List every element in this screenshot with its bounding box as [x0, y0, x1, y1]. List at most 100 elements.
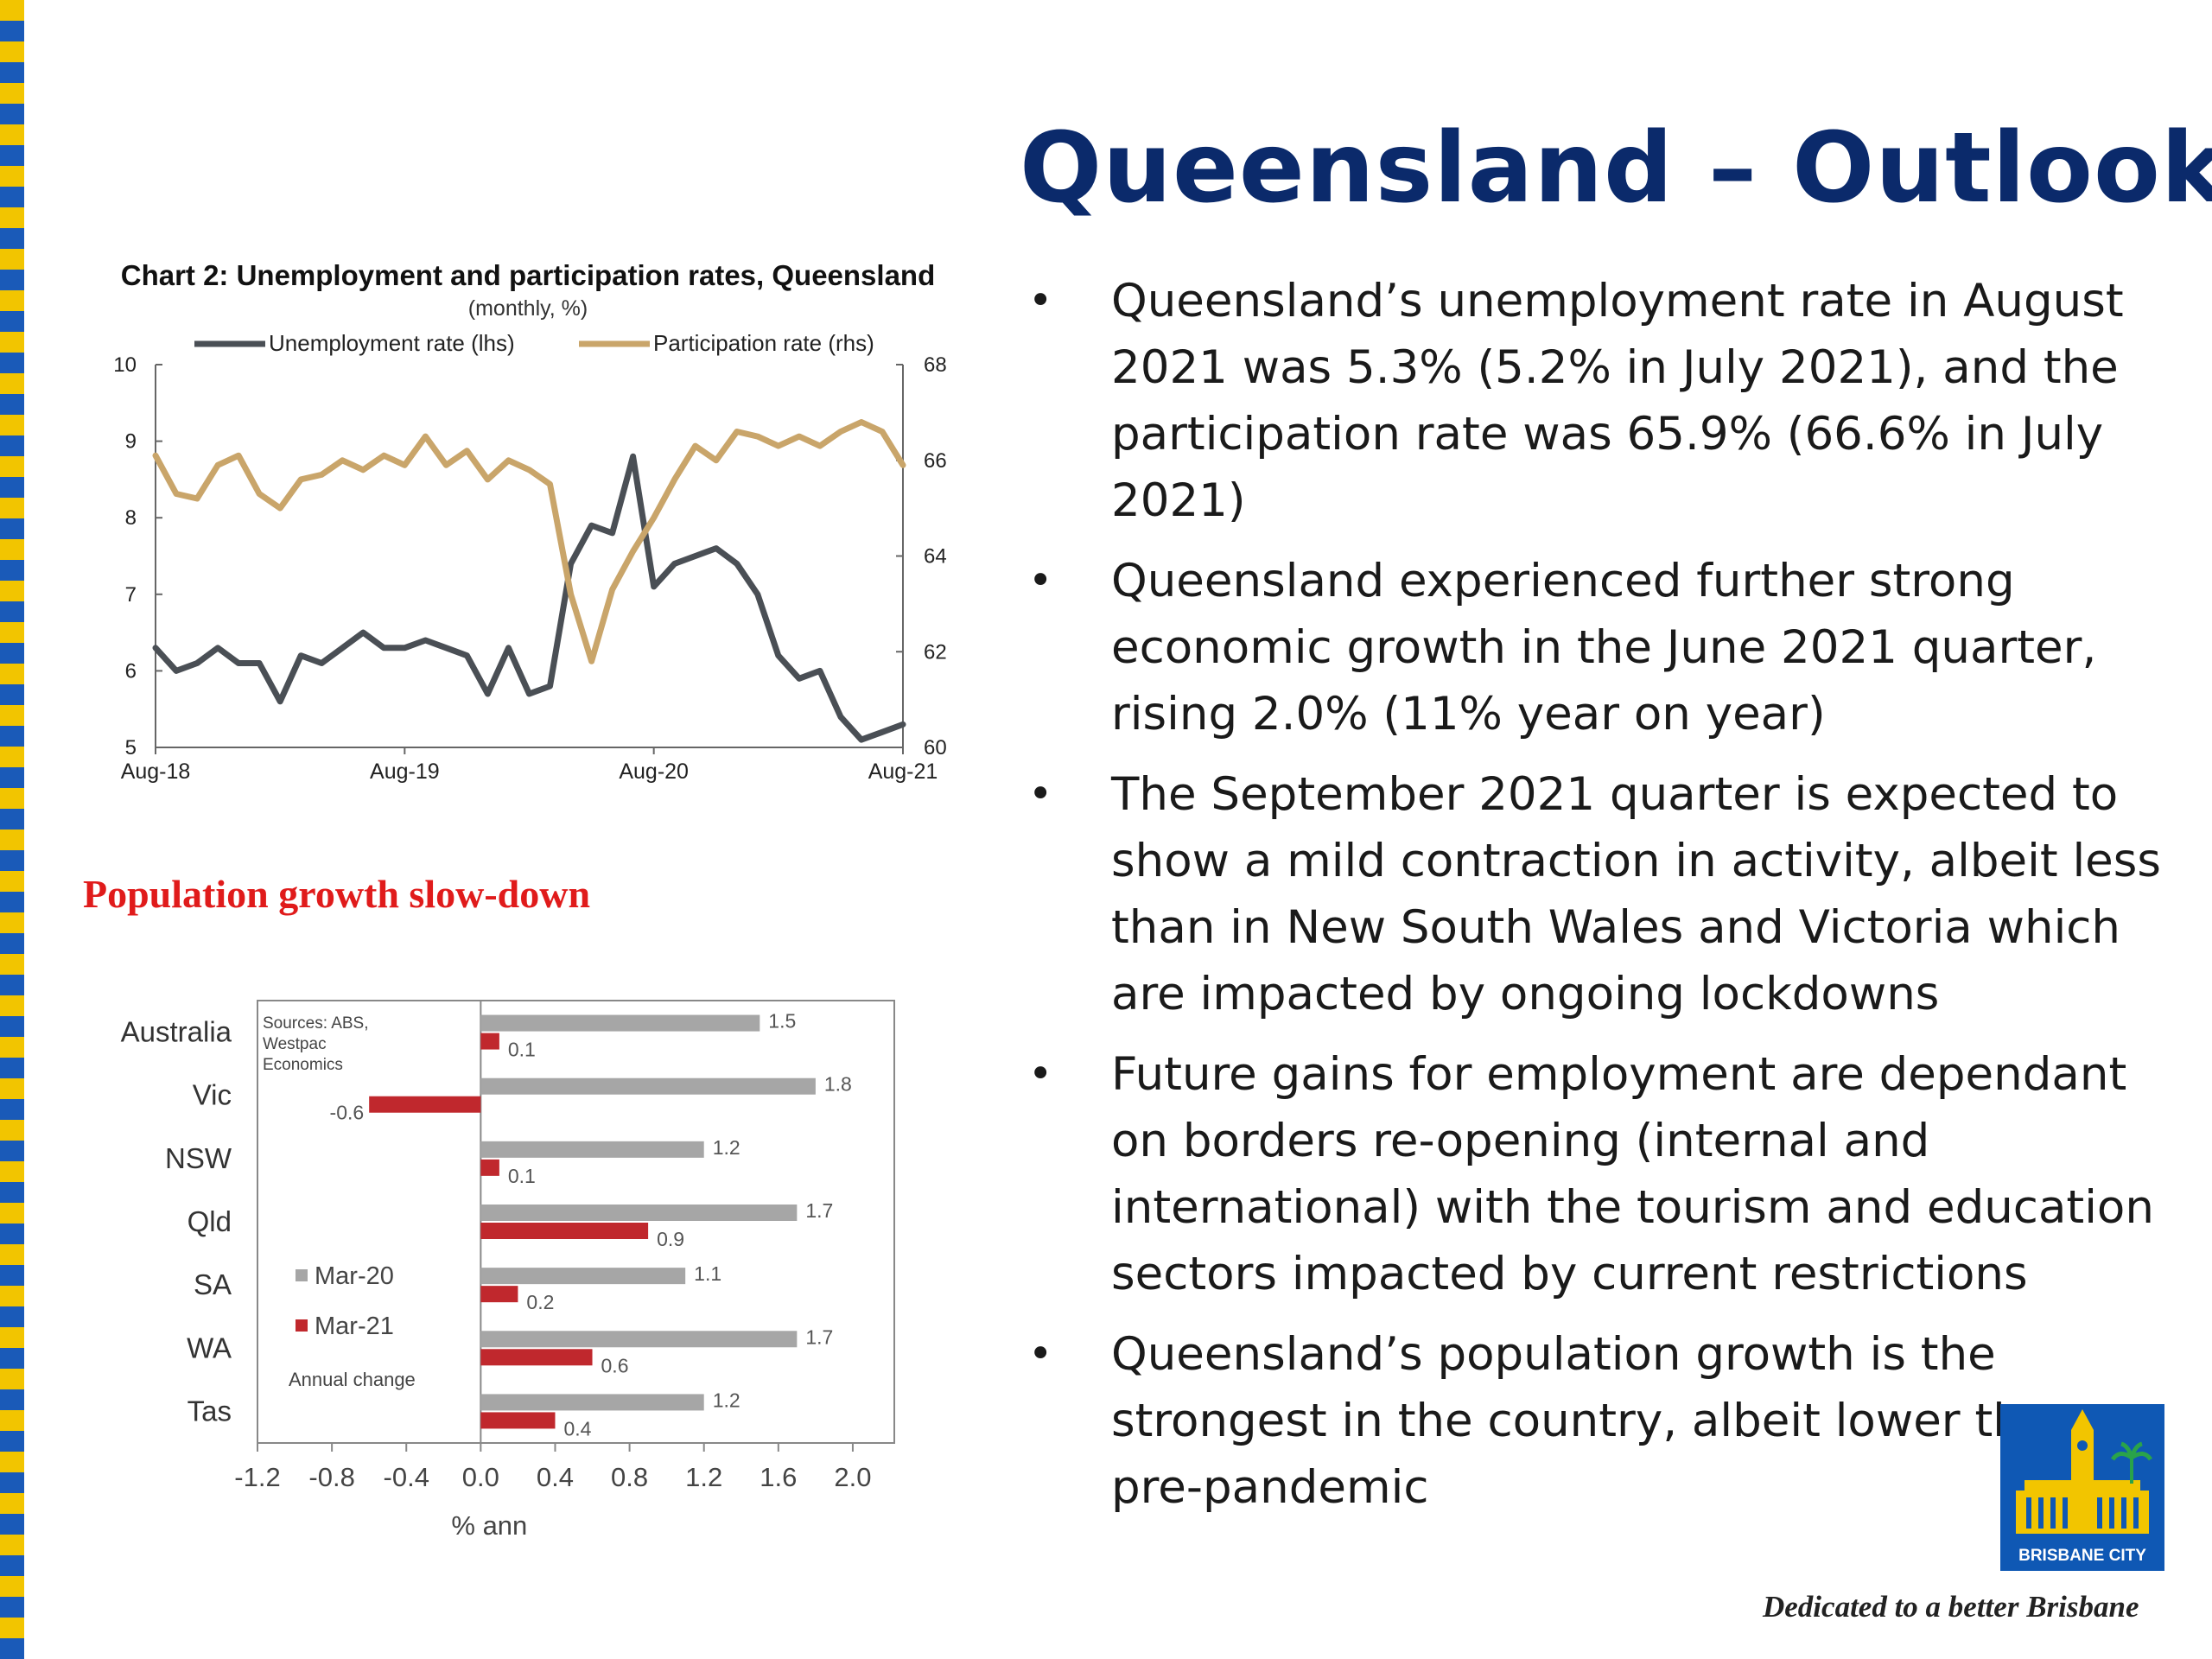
y-right-tick-label: 68	[924, 353, 947, 377]
x-tick-label: -0.8	[308, 1462, 354, 1492]
city-hall-icon	[2016, 1409, 2153, 1534]
data-label: 0.6	[601, 1354, 629, 1376]
category-label: Australia	[121, 1016, 232, 1048]
section-heading: Population growth slow-down	[83, 872, 591, 916]
category-label: NSW	[165, 1142, 232, 1174]
y-right-tick-label: 66	[924, 449, 947, 473]
plot-frame	[257, 1000, 895, 1444]
bullet-icon: •	[1028, 276, 1053, 325]
x-tick-label: 1.2	[685, 1462, 722, 1492]
legend-note: Annual change	[289, 1369, 416, 1390]
line-chart: 5 6 7 8 9 10 60 62 64 66 68 Aug-18 Aug-19 Aug-20 Aug-2…	[113, 330, 947, 784]
x-tick-label: Aug-19	[370, 760, 440, 784]
x-tick-label: 2.0	[834, 1462, 871, 1492]
bullet-item: • Queensland experienced further strong e…	[1028, 548, 2186, 747]
data-label: 1.5	[768, 1010, 796, 1033]
logo-label: BRISBANE CITY	[2018, 1547, 2146, 1565]
category-label: Qld	[188, 1205, 232, 1237]
bullet-icon: •	[1028, 1330, 1053, 1378]
bar-Mar-21	[480, 1033, 499, 1050]
y-left-tick-label: 7	[125, 583, 137, 607]
bullet-text: Queensland’s unemployment rate in August…	[1111, 275, 2124, 527]
bar-Mar-21	[480, 1412, 556, 1429]
bullet-item: • Future gains for employment are dependa…	[1028, 1041, 2186, 1307]
bullet-text: Queensland experienced further strong ec…	[1111, 555, 2097, 741]
x-tick-label: 0.8	[611, 1462, 648, 1492]
y-left-tick-label: 10	[113, 353, 137, 377]
bullet-text: Queensland’s population growth is the st…	[1111, 1328, 2079, 1514]
bullet-text: The September 2021 quarter is expected t…	[1111, 768, 2162, 1020]
bar-Mar-21	[480, 1159, 499, 1176]
x-tick-label: 1.6	[760, 1462, 797, 1492]
tagline: Dedicated to a better Brisbane	[1763, 1590, 2139, 1624]
y-left-tick-label: 9	[125, 430, 137, 454]
bullet-item: • Queensland’s population growth is the s…	[1028, 1321, 2113, 1521]
category-label: Vic	[193, 1079, 232, 1111]
data-label: 1.7	[805, 1325, 833, 1348]
legend-label: Participation rate (rhs)	[653, 330, 874, 356]
x-tick-label: Aug-20	[619, 760, 689, 784]
x-tick-label: -1.2	[234, 1462, 280, 1492]
category-label: WA	[187, 1332, 232, 1363]
data-label: 1.7	[805, 1199, 833, 1222]
bar-Mar-21	[480, 1349, 593, 1366]
legend-label: Mar-21	[315, 1313, 394, 1340]
bar-Mar-21	[480, 1223, 649, 1239]
x-tick-label: Aug-18	[121, 760, 191, 784]
data-label: 0.1	[508, 1039, 536, 1061]
bar-chart: -1.2 -0.8 -0.4 0.0 0.4 0.8 1.2 1.6 2.0 % ann Austr…	[121, 1000, 895, 1541]
source-note: Sources: ABS,	[263, 1014, 369, 1033]
data-label: 1.2	[713, 1136, 741, 1159]
chart1-title: Chart 2: Unemployment and participation …	[120, 259, 936, 291]
data-label: -0.6	[330, 1102, 365, 1124]
decorative-stripe	[0, 0, 24, 1659]
bar-Mar-21	[480, 1286, 518, 1303]
y-right-tick-label: 62	[924, 640, 947, 664]
legend-swatch	[296, 1269, 308, 1281]
slide-title: Queensland – Outlook	[1020, 112, 2212, 225]
data-label: 0.4	[563, 1417, 591, 1440]
legend-label: Unemployment rate (lhs)	[269, 330, 515, 356]
y-right-tick-label: 64	[924, 545, 947, 569]
chart1-subtitle: (monthly, %)	[467, 296, 588, 321]
bar-Mar-21	[369, 1096, 481, 1113]
x-tick-label: 0.4	[537, 1462, 574, 1492]
y-left-tick-label: 6	[125, 659, 137, 683]
bullet-text: Future gains for employment are dependan…	[1111, 1048, 2154, 1300]
category-label: Tas	[188, 1395, 232, 1427]
bullet-icon: •	[1028, 770, 1053, 818]
data-label: 1.2	[713, 1389, 741, 1411]
source-note: Westpac	[263, 1035, 327, 1053]
bar-Mar-20	[480, 1014, 760, 1032]
y-left-tick-label: 5	[125, 736, 137, 760]
y-left-tick-label: 8	[125, 506, 137, 530]
bar-Mar-20	[480, 1077, 816, 1095]
bar-Mar-20	[480, 1268, 686, 1285]
x-tick-label: Aug-21	[868, 760, 938, 784]
bullet-icon: •	[1028, 556, 1053, 605]
bullet-icon: •	[1028, 1050, 1053, 1098]
bullet-item: • The September 2021 quarter is expected …	[1028, 761, 2186, 1027]
series-line-2	[152, 419, 906, 664]
bullet-item: • Queensland’s unemployment rate in Augus…	[1028, 268, 2186, 534]
x-axis-label: % ann	[451, 1510, 527, 1541]
bar-Mar-20	[480, 1141, 704, 1158]
data-label: 0.9	[657, 1228, 684, 1250]
category-label: SA	[194, 1268, 232, 1300]
bar-Mar-20	[480, 1394, 704, 1411]
data-label: 0.1	[508, 1165, 536, 1187]
bar-Mar-20	[480, 1205, 798, 1221]
y-right-tick-label: 60	[924, 736, 947, 760]
x-tick-label: 0.0	[462, 1462, 499, 1492]
x-tick-label: -0.4	[384, 1462, 429, 1492]
bullet-list: • Queensland’s unemployment rate in Augus…	[1028, 268, 2186, 1535]
source-note: Economics	[263, 1056, 343, 1074]
legend-label: Mar-20	[315, 1262, 394, 1290]
data-label: 1.8	[824, 1073, 852, 1096]
legend-swatch	[296, 1319, 308, 1332]
bar-Mar-20	[480, 1331, 798, 1348]
data-label: 0.2	[526, 1291, 554, 1313]
brisbane-city-logo: BRISBANE CITY	[2000, 1404, 2164, 1571]
data-label: 1.1	[694, 1262, 721, 1285]
